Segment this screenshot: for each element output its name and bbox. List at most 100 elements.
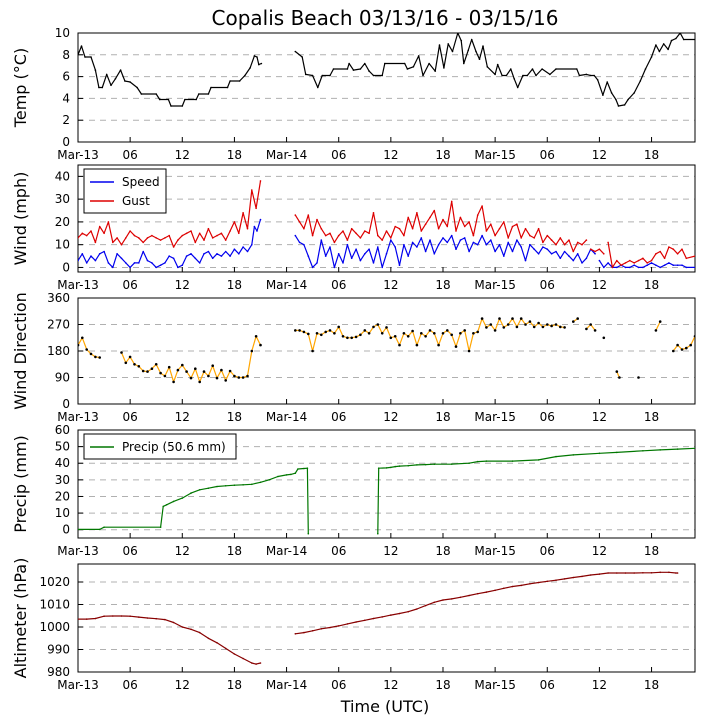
data-point (468, 594, 470, 597)
data-point (501, 74, 503, 77)
series-line-wind (655, 321, 661, 331)
data-point (467, 349, 471, 353)
data-point (486, 66, 489, 68)
x-tick-label: 18 (227, 410, 242, 424)
data-point (181, 234, 184, 237)
y-tick-label: 90 (55, 371, 70, 385)
data-point (511, 250, 514, 253)
data-point (251, 662, 253, 664)
data-point (384, 62, 386, 65)
data-point (98, 86, 100, 89)
data-point (385, 253, 388, 255)
data-point (485, 460, 488, 462)
data-point (681, 248, 683, 250)
y-tick-label: 0 (62, 397, 70, 411)
x-tick-label: 18 (227, 278, 242, 292)
data-point (202, 370, 206, 373)
data-point (342, 262, 344, 264)
data-point (211, 257, 214, 260)
plot-frame (77, 297, 696, 405)
data-point (146, 237, 149, 239)
data-point (355, 232, 357, 235)
data-point (572, 454, 575, 456)
data-point (85, 262, 88, 264)
data-point (385, 230, 388, 232)
data-point (185, 255, 188, 257)
data-point (594, 250, 596, 253)
data-point (546, 248, 549, 250)
data-point (80, 45, 83, 47)
data-point (457, 33, 459, 34)
data-point (581, 575, 583, 578)
data-point (124, 80, 126, 82)
data-point (258, 63, 260, 66)
data-point (359, 259, 362, 262)
data-point (393, 335, 397, 338)
data-point (433, 463, 436, 466)
data-point (241, 376, 245, 379)
plot-area (78, 447, 695, 535)
data-point (459, 239, 462, 241)
x-tick-label: 12 (175, 678, 190, 692)
data-point (542, 246, 544, 248)
data-point (94, 69, 97, 71)
data-point (476, 330, 480, 334)
data-point (198, 631, 201, 634)
data-point (285, 474, 288, 476)
y-tick-label: 10 (55, 26, 70, 40)
data-point (624, 262, 627, 264)
data-point (585, 327, 588, 331)
data-point (194, 257, 197, 260)
data-point (433, 209, 436, 212)
data-point (633, 262, 635, 264)
data-point (511, 317, 514, 320)
data-point (154, 363, 158, 366)
data-point (198, 489, 201, 491)
data-point (333, 241, 336, 244)
data-point (112, 615, 114, 617)
data-point (142, 250, 144, 253)
data-point (259, 481, 262, 484)
data-point (654, 329, 658, 332)
data-point (198, 232, 201, 235)
x-tick-label: 06 (123, 678, 138, 692)
data-point (268, 479, 271, 481)
data-point (103, 232, 105, 235)
data-point (494, 250, 496, 253)
data-point (294, 234, 297, 237)
data-point (563, 250, 566, 253)
plot-frame (77, 164, 696, 273)
data-point (294, 633, 297, 635)
data-point (623, 104, 626, 106)
y-tick-label: 60 (55, 423, 70, 437)
data-point (337, 625, 340, 627)
x-tick-label: Mar-14 (266, 678, 307, 692)
x-tick-label: Mar-15 (474, 410, 515, 424)
data-point (238, 80, 241, 82)
y-tick-label: 50 (55, 440, 70, 454)
data-point (602, 94, 604, 96)
data-point (129, 230, 131, 232)
data-point (542, 241, 544, 244)
x-tick-label: 12 (175, 410, 190, 424)
data-point (167, 365, 171, 369)
data-point (249, 67, 251, 69)
data-point (138, 616, 140, 618)
data-point (146, 370, 149, 373)
data-point (642, 257, 644, 260)
x-tick-label: 18 (435, 278, 450, 292)
data-point (520, 246, 522, 248)
data-point (467, 49, 470, 52)
data-point (333, 266, 336, 269)
data-point (694, 266, 695, 269)
data-point (81, 253, 84, 255)
x-tick-label: 06 (540, 410, 555, 424)
data-point (672, 264, 675, 267)
data-point (324, 255, 327, 257)
data-point (470, 38, 473, 41)
data-point (450, 463, 453, 465)
data-point (407, 464, 410, 467)
data-point (320, 333, 323, 337)
data-point (594, 253, 596, 255)
